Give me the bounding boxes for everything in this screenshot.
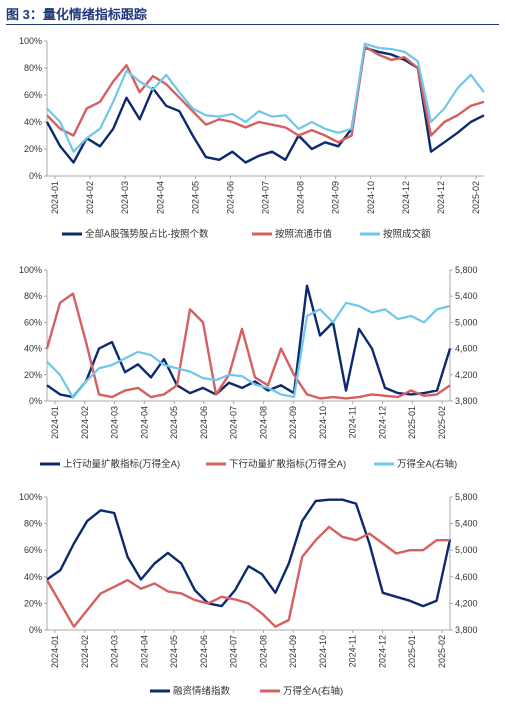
x-tick-label: 2024-09 <box>288 635 298 668</box>
chart-3 <box>44 496 453 693</box>
x-tick-label: 2024-02 <box>85 181 95 214</box>
x-tick-label: 2024-04 <box>139 406 149 439</box>
legend-label: 上行动量扩散指标(万得全A) <box>63 458 180 470</box>
y-tick-label: 60% <box>24 545 42 555</box>
x-tick-label: 2024-04 <box>155 181 165 214</box>
series-line-2 <box>46 45 485 144</box>
x-tick-label: 2025-01 <box>407 406 417 439</box>
x-tick-label: 2024-08 <box>258 635 268 668</box>
y2-tick-label: 3,800 <box>455 396 478 406</box>
x-tick-label: 2024-07 <box>229 635 239 668</box>
y-tick-label: 20% <box>24 598 42 608</box>
x-tick-label: 2024-03 <box>110 406 120 439</box>
x-tick-label: 2024-07 <box>261 181 271 214</box>
x-tick-label: 2024-09 <box>288 406 298 439</box>
x-tick-label: 2024-12 <box>377 406 387 439</box>
x-tick-label: 2024-07 <box>229 406 239 439</box>
y-tick-label: 60% <box>24 317 42 327</box>
series-line-3 <box>46 42 485 153</box>
y-tick-label: 20% <box>24 144 42 154</box>
chart-2 <box>40 269 453 466</box>
chart-1 <box>44 40 485 236</box>
y2-tick-label: 4,200 <box>455 370 478 380</box>
y2-tick-label: 5,000 <box>455 545 478 555</box>
y2-tick-label: 5,400 <box>455 291 478 301</box>
y-tick-label: 100% <box>19 36 42 46</box>
legend-label: 按照成交额 <box>383 228 431 240</box>
x-tick-label: 2025-01 <box>407 635 417 668</box>
series-line-1 <box>46 498 452 608</box>
y-tick-label: 80% <box>24 519 42 529</box>
y2-tick-label: 4,600 <box>455 344 478 354</box>
y2-tick-label: 5,800 <box>455 265 478 275</box>
x-tick-label: 2024-01 <box>50 635 60 668</box>
y2-tick-label: 5,000 <box>455 317 478 327</box>
x-tick-label: 2024-03 <box>120 181 130 214</box>
x-tick-label: 2024-01 <box>50 406 60 439</box>
x-tick-label: 2024-12 <box>436 181 446 214</box>
legend-label: 万得全A(右轴) <box>397 458 457 470</box>
title-divider <box>6 24 499 25</box>
x-tick-label: 2025-02 <box>437 406 447 439</box>
y-tick-label: 80% <box>24 63 42 73</box>
legend-label: 万得全A(右轴) <box>283 685 343 697</box>
y-tick-label: 60% <box>24 90 42 100</box>
x-tick-label: 2024-06 <box>199 406 209 439</box>
y2-tick-label: 5,800 <box>455 492 478 502</box>
y-tick-label: 0% <box>29 171 42 181</box>
legend-label: 下行动量扩散指标(万得全A) <box>229 458 346 470</box>
x-tick-label: 2024-10 <box>366 181 376 214</box>
x-tick-label: 2024-12 <box>401 181 411 214</box>
legend-label: 融资情绪指数 <box>173 685 231 697</box>
x-tick-label: 2024-09 <box>331 181 341 214</box>
x-tick-label: 2024-06 <box>225 181 235 214</box>
y2-tick-label: 5,400 <box>455 519 478 529</box>
y-tick-label: 40% <box>24 117 42 127</box>
legend-label: 全部A股强势股占比-按照个数 <box>85 228 209 240</box>
y-tick-label: 0% <box>29 396 42 406</box>
x-tick-label: 2024-02 <box>80 635 90 668</box>
x-tick-label: 2024-05 <box>169 635 179 668</box>
x-tick-label: 2024-08 <box>296 181 306 214</box>
y-tick-label: 80% <box>24 291 42 301</box>
x-tick-label: 2024-04 <box>139 635 149 668</box>
y-tick-label: 20% <box>24 370 42 380</box>
x-tick-label: 2024-05 <box>190 181 200 214</box>
y-tick-label: 100% <box>19 265 42 275</box>
x-tick-label: 2025-02 <box>437 635 447 668</box>
x-tick-label: 2024-10 <box>318 406 328 439</box>
y-tick-label: 40% <box>24 572 42 582</box>
x-tick-label: 2024-11 <box>348 635 358 667</box>
x-tick-label: 2024-02 <box>80 406 90 439</box>
figure-title: 图 3：量化情绪指标跟踪 <box>6 7 147 22</box>
legend-label: 按照流通市值 <box>275 228 333 240</box>
y-tick-label: 100% <box>19 492 42 502</box>
y2-tick-label: 4,600 <box>455 572 478 582</box>
x-tick-label: 2024-12 <box>377 635 387 668</box>
series-line-1 <box>46 284 452 399</box>
series-line-3 <box>46 301 451 399</box>
x-tick-label: 2024-10 <box>318 635 328 668</box>
x-tick-label: 2024-11 <box>348 406 358 438</box>
series-line-2 <box>45 292 451 400</box>
x-tick-label: 2025-02 <box>471 181 481 214</box>
x-tick-label: 2024-06 <box>199 635 209 668</box>
y-tick-label: 40% <box>24 344 42 354</box>
series-line-2 <box>45 525 450 628</box>
x-tick-label: 2024-03 <box>110 635 120 668</box>
y-tick-label: 0% <box>29 625 42 635</box>
y2-tick-label: 3,800 <box>455 625 478 635</box>
x-tick-label: 2024-08 <box>258 406 268 439</box>
x-tick-label: 2024-05 <box>169 406 179 439</box>
y2-tick-label: 4,200 <box>455 598 478 608</box>
x-tick-label: 2024-01 <box>50 181 60 214</box>
